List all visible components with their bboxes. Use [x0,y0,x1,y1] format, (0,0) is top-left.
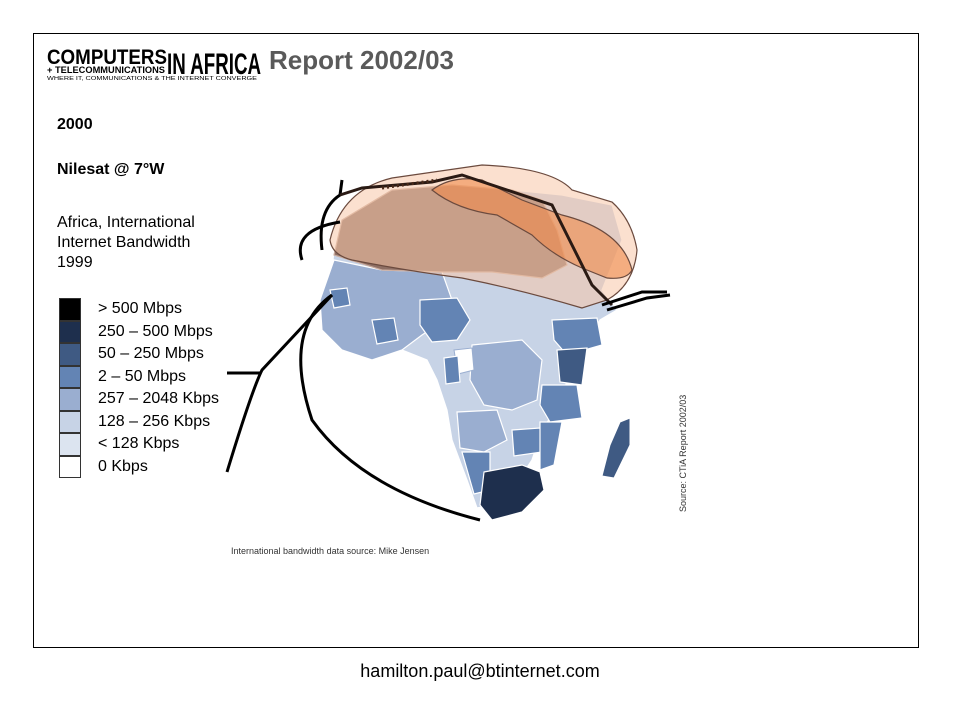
satellite-footprint-outer [329,164,638,309]
submarine-cable-west [225,293,334,473]
report-title: Report 2002/03 [269,45,454,75]
map-title-line: 1999 [57,254,93,271]
legend-label: 250 – 500 Mbps [98,322,213,340]
satellite-label: Nilesat @ 7°W [57,161,165,178]
year-label: 2000 [57,116,93,133]
source-credit-vertical: Source: CTiA Report 2002/03 [678,394,688,512]
madagascar-region [601,417,631,479]
map-title-line: Internet Bandwidth [57,234,191,251]
tanzania-region [539,384,583,423]
legend-row: 128 – 256 Kbps [59,410,259,433]
legend-swatch [59,298,81,321]
footer-email: hamilton.paul@btinternet.com [360,661,600,681]
legend-row: < 128 Kbps [59,433,259,456]
legend-swatch [59,365,81,388]
kenya-region [556,347,588,386]
zimbabwe-region [511,427,543,457]
map-title: Africa, International Internet Bandwidth… [57,213,195,273]
congo-region [443,355,461,385]
legend-label: 257 – 2048 Kbps [98,390,219,407]
legend-swatch [59,320,81,343]
computers-in-africa-logo: COMPUTERS IN AFRICA + TELECOMMUNICATIONS… [47,46,261,82]
map-title-line: Africa, International [57,214,195,231]
legend-row: 250 – 500 Mbps [59,320,259,343]
submarine-cable-red-sea [601,290,667,307]
legend-label: 2 – 50 Mbps [98,367,187,385]
angola-region [456,409,508,453]
logo-text-computers: COMPUTERS [47,46,167,69]
legend-row: 0 Kbps [59,455,259,478]
nigeria-region [419,297,471,343]
legend-swatch [59,455,81,478]
submarine-cable-north [319,179,344,251]
cote-divoire-region [371,317,399,345]
legend-label: > 500 Mbps [98,300,183,317]
logo-text-telecom: + TELECOMMUNICATIONS [47,65,165,75]
legend-swatch [59,410,81,433]
legend-row: 50 – 250 Mbps [59,343,259,366]
legend-label: 0 Kbps [98,457,148,475]
bandwidth-legend: > 500 Mbps 250 – 500 Mbps 50 – 250 Mbps 2 –… [59,298,259,478]
south-africa-region [479,464,545,521]
senegal-region [329,287,351,309]
legend-swatch [59,433,81,456]
legend-row: 257 – 2048 Kbps [59,388,259,411]
legend-label: 128 – 256 Kbps [98,412,211,430]
legend-row: 2 – 50 Mbps [59,365,259,388]
legend-label: 50 – 250 Mbps [98,345,204,362]
africa-bandwidth-map [225,164,671,522]
legend-label: < 128 Kbps [98,435,180,452]
data-source-credit: International bandwidth data source: Mik… [231,546,430,556]
satellite-footprint-inner [431,178,633,279]
legend-swatch [59,343,81,366]
submarine-cable-med [339,173,614,307]
submarine-cable-dotted [381,178,438,190]
logo-text-in-africa: IN AFRICA [167,48,261,81]
submarine-cable-indian [606,293,671,312]
central-africa-region [469,339,543,411]
logo-tagline: WHERE IT, COMMUNICATIONS & THE INTERNET … [47,76,258,82]
submarine-cable-atlantic [298,220,341,261]
submarine-cable-southwest [299,293,481,522]
mozambique-region [539,421,563,471]
legend-swatch [59,388,81,411]
legend-row: > 500 Mbps [59,298,259,321]
slide-frame [33,33,919,648]
